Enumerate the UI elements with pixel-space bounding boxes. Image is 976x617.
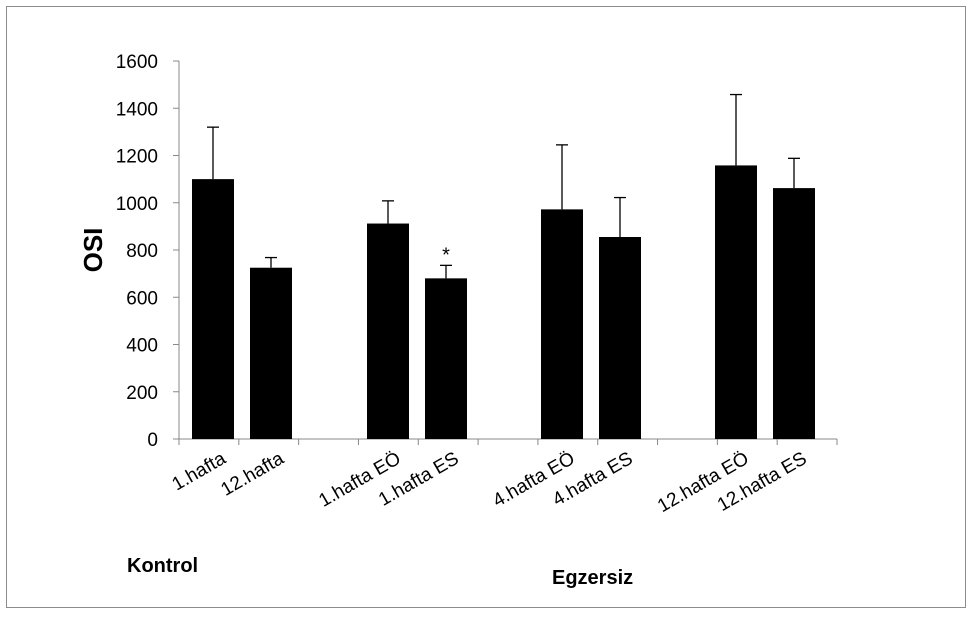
bar [367, 223, 409, 439]
x-tick-label: 12.hafta [218, 448, 288, 501]
bar [773, 188, 815, 439]
y-tick-label: 400 [126, 336, 158, 357]
y-tick-label: 0 [147, 430, 158, 451]
bar [425, 278, 467, 439]
y-tick-label: 1200 [116, 147, 158, 168]
bars [192, 165, 815, 440]
chart-frame [6, 6, 966, 608]
bar [599, 237, 641, 439]
y-tick-label: 800 [126, 241, 158, 262]
y-tick-label: 200 [126, 383, 158, 404]
bar [250, 267, 292, 439]
axes: 0 200 400 600 800 1000 1200 1400 1600 [116, 52, 838, 451]
y-tick-label: 600 [126, 288, 158, 309]
y-axis-title: OSI [78, 228, 108, 273]
significance-marker: * [442, 244, 450, 266]
y-tick-label: 1400 [116, 99, 158, 120]
bar [715, 165, 757, 440]
group-label-egzersiz: Egzersiz [552, 567, 633, 589]
bar [541, 209, 583, 439]
bar [192, 179, 234, 439]
error-bars [207, 93, 800, 279]
group-label-kontrol: Kontrol [127, 555, 198, 577]
y-tick-label: 1000 [116, 194, 158, 215]
y-tick-label: 1600 [116, 52, 158, 73]
